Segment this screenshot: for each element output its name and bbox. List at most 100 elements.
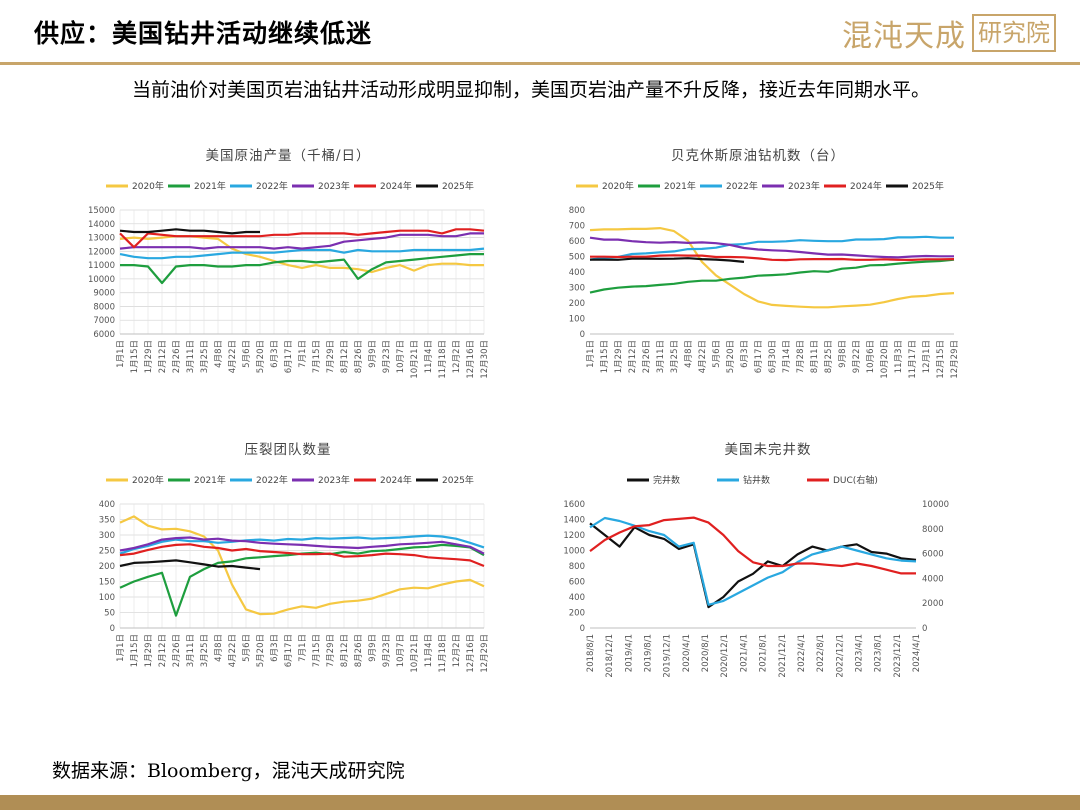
series-line bbox=[589, 516, 916, 575]
x-tick-label: 5月6日 bbox=[242, 634, 252, 662]
x-tick-label: 1月29日 bbox=[144, 634, 154, 667]
x-tick-label: 12月1日 bbox=[922, 340, 932, 373]
x-tick-label: 4月8日 bbox=[684, 340, 694, 368]
legend-item: 2020年 bbox=[576, 180, 634, 192]
legend-item: 2024年 bbox=[354, 180, 412, 192]
series-line bbox=[119, 559, 261, 571]
chart-title: 压裂团队数量 bbox=[245, 442, 332, 458]
y-tick-label: 300 bbox=[569, 284, 585, 294]
y-tick-label: 200 bbox=[569, 609, 585, 619]
y-tick-label: 500 bbox=[569, 253, 585, 263]
y-tick-label: 6000 bbox=[93, 330, 115, 340]
legend-item: 2022年 bbox=[230, 474, 288, 486]
logo-box-text: 研究院 bbox=[972, 14, 1056, 52]
x-tick-label: 5月20日 bbox=[726, 340, 736, 373]
chart-title: 美国未完井数 bbox=[725, 442, 812, 458]
crude-production-chart: 美国原油产量（千桶/日） 2020年 2021年 2022年 2023年 2024年 202… bbox=[78, 138, 498, 408]
x-tick-label: 2月26日 bbox=[642, 340, 652, 373]
y2-tick-label: 10000 bbox=[922, 500, 949, 510]
logo-text: 混沌天成 bbox=[842, 19, 966, 54]
x-tick-label: 1月29日 bbox=[144, 340, 154, 373]
legend-label: 2020年 bbox=[602, 180, 634, 192]
legend-item: 2025年 bbox=[886, 180, 944, 192]
x-tick-label: 5月6日 bbox=[712, 340, 722, 368]
x-tick-label: 4月22日 bbox=[228, 634, 238, 667]
y-tick-label: 10000 bbox=[88, 275, 115, 285]
x-tick-label: 10月7日 bbox=[396, 634, 406, 667]
x-tick-label: 8月26日 bbox=[354, 340, 364, 373]
frac-crew-chart: 压裂团队数量 2020年 2021年 2022年 2023年 2024年 2025年 0 50 1… bbox=[78, 432, 498, 702]
legend-label: 2025年 bbox=[912, 180, 944, 192]
y-tick-label: 250 bbox=[99, 547, 115, 557]
series-line bbox=[119, 534, 485, 555]
footer-bar bbox=[0, 795, 1080, 810]
x-tick-label: 9月23日 bbox=[382, 634, 392, 667]
x-tick-label: 2024/4/1 bbox=[912, 634, 922, 672]
x-tick-label: 11月17日 bbox=[908, 340, 918, 379]
x-tick-label: 2022/12/1 bbox=[835, 634, 845, 678]
x-tick-label: 7月29日 bbox=[326, 634, 336, 667]
x-tick-label: 6月17日 bbox=[284, 340, 294, 373]
chart-title: 美国原油产量（千桶/日） bbox=[205, 148, 370, 164]
y-tick-label: 200 bbox=[569, 299, 585, 309]
legend-label: 完井数 bbox=[653, 474, 680, 486]
x-tick-label: 4月22日 bbox=[698, 340, 708, 373]
x-tick-label: 2019/12/1 bbox=[663, 634, 673, 678]
x-tick-label: 6月30日 bbox=[768, 340, 778, 373]
legend-label: 2024年 bbox=[850, 180, 882, 192]
oil-rig-count-chart: 贝克休斯原油钻机数（台） 2020年 2021年 2022年 2023年 2024年 202… bbox=[548, 138, 968, 408]
x-tick-label: 2022/8/1 bbox=[816, 634, 826, 672]
header-divider bbox=[0, 62, 1080, 65]
x-tick-label: 2月26日 bbox=[172, 340, 182, 373]
series-line bbox=[119, 228, 485, 249]
x-tick-label: 4月22日 bbox=[228, 340, 238, 373]
y-tick-label: 13000 bbox=[88, 234, 115, 244]
y-tick-label: 0 bbox=[110, 624, 115, 634]
y2-tick-label: 4000 bbox=[922, 574, 944, 584]
x-tick-label: 6月17日 bbox=[284, 634, 294, 667]
x-tick-label: 6月3日 bbox=[740, 340, 750, 368]
legend-label: 2023年 bbox=[788, 180, 820, 192]
legend-item: 完井数 bbox=[627, 474, 680, 486]
y-tick-label: 400 bbox=[99, 500, 115, 510]
series-line bbox=[119, 247, 485, 260]
x-tick-label: 7月1日 bbox=[298, 634, 308, 662]
x-tick-label: 2021/4/1 bbox=[739, 634, 749, 672]
series-line bbox=[120, 252, 484, 285]
x-tick-label: 9月8日 bbox=[838, 340, 848, 368]
x-tick-label: 6月3日 bbox=[270, 340, 280, 368]
x-tick-label: 2月26日 bbox=[172, 634, 182, 667]
x-tick-label: 12月30日 bbox=[480, 340, 490, 379]
x-tick-label: 2018/12/1 bbox=[605, 634, 615, 678]
legend-label: 2020年 bbox=[132, 474, 164, 486]
y-tick-label: 600 bbox=[569, 237, 585, 247]
series-line bbox=[589, 258, 955, 294]
legend-label: 2020年 bbox=[132, 180, 164, 192]
y-tick-label: 50 bbox=[104, 609, 115, 619]
legend-label: 2021年 bbox=[194, 180, 226, 192]
x-tick-label: 2023/8/1 bbox=[874, 634, 884, 672]
x-tick-label: 2018/8/1 bbox=[586, 634, 596, 672]
x-tick-label: 8月12日 bbox=[340, 340, 350, 373]
x-tick-label: 12月15日 bbox=[936, 340, 946, 379]
y-tick-label: 400 bbox=[569, 268, 585, 278]
y-tick-label: 0 bbox=[580, 624, 585, 634]
x-tick-label: 10月7日 bbox=[396, 340, 406, 373]
chart-svg: 美国原油产量（千桶/日） 2020年 2021年 2022年 2023年 2024年 202… bbox=[88, 148, 490, 379]
x-tick-label: 9月9日 bbox=[368, 634, 378, 662]
series-line bbox=[119, 515, 485, 616]
legend-item: 2021年 bbox=[638, 180, 696, 192]
legend-item: 2024年 bbox=[354, 474, 412, 486]
x-tick-label: 2019/4/1 bbox=[624, 634, 634, 672]
chart-svg: 贝克休斯原油钻机数（台） 2020年 2021年 2022年 2023年 2024年 202… bbox=[569, 148, 960, 379]
x-tick-label: 11月4日 bbox=[424, 634, 434, 667]
y2-tick-label: 8000 bbox=[922, 525, 944, 535]
x-tick-label: 11月4日 bbox=[424, 340, 434, 373]
x-tick-label: 7月14日 bbox=[782, 340, 792, 373]
x-tick-label: 2023/4/1 bbox=[854, 634, 864, 672]
x-tick-label: 9月9日 bbox=[368, 340, 378, 368]
y-tick-label: 14000 bbox=[88, 220, 115, 230]
chart-svg: 压裂团队数量 2020年 2021年 2022年 2023年 2024年 2025年 0 50 1… bbox=[99, 442, 490, 673]
x-tick-label: 1月29日 bbox=[614, 340, 624, 373]
